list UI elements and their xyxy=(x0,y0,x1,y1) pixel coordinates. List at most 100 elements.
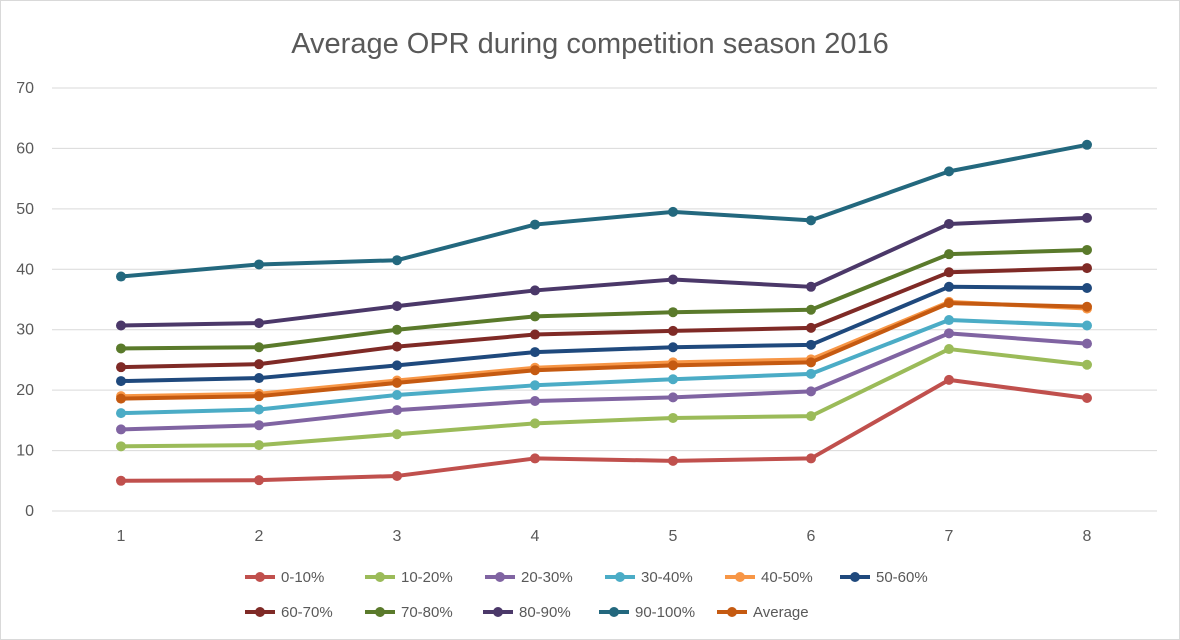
x-tick-label: 4 xyxy=(531,528,540,545)
data-point xyxy=(530,219,540,230)
data-point xyxy=(944,328,954,339)
series-line xyxy=(119,142,1089,279)
legend-swatch-marker xyxy=(609,607,619,617)
data-point xyxy=(806,411,816,422)
legend-swatch-marker xyxy=(850,572,860,582)
y-tick-label: 0 xyxy=(25,503,34,520)
legend-swatch-marker xyxy=(255,572,265,582)
data-point xyxy=(116,424,126,435)
data-point xyxy=(806,339,816,350)
data-point xyxy=(392,470,402,481)
data-point xyxy=(254,359,264,370)
data-point xyxy=(668,307,678,318)
data-point xyxy=(530,453,540,464)
legend-item-Average: Average xyxy=(717,604,809,621)
series-line xyxy=(119,377,1089,483)
x-tick-label: 3 xyxy=(393,528,402,545)
data-point xyxy=(254,318,264,329)
data-point xyxy=(1082,359,1092,370)
series-line xyxy=(119,266,1089,370)
series-90-100% xyxy=(116,139,1092,282)
x-tick-label: 7 xyxy=(945,528,954,545)
data-point xyxy=(806,368,816,379)
data-point xyxy=(944,218,954,229)
data-point xyxy=(944,166,954,177)
x-tick-label: 5 xyxy=(669,528,678,545)
x-axis-ticks: 1 2 3 4 5 6 7 8 xyxy=(117,528,1092,545)
data-point xyxy=(668,274,678,285)
data-point xyxy=(806,357,816,368)
data-point xyxy=(1082,338,1092,349)
legend-item-40-50%: 40-50% xyxy=(725,569,813,586)
legend-swatch-marker xyxy=(615,572,625,582)
data-point xyxy=(530,380,540,391)
data-point xyxy=(668,392,678,403)
series-line xyxy=(119,331,1089,432)
series-0-10% xyxy=(116,374,1092,486)
legend-label: 10-20% xyxy=(401,569,453,586)
data-point xyxy=(530,311,540,322)
data-point xyxy=(254,373,264,384)
series-line xyxy=(119,347,1089,449)
data-point xyxy=(392,377,402,388)
data-point xyxy=(1082,244,1092,255)
legend-item-10-20%: 10-20% xyxy=(365,569,453,586)
series-10-20% xyxy=(116,344,1092,452)
data-point xyxy=(530,365,540,376)
series-Average xyxy=(116,298,1092,404)
legend-label: 0-10% xyxy=(281,569,324,586)
data-point xyxy=(530,418,540,429)
legend-label: 90-100% xyxy=(635,604,695,621)
data-point xyxy=(668,374,678,385)
data-point xyxy=(668,206,678,217)
data-point xyxy=(530,329,540,340)
y-tick-label: 70 xyxy=(16,80,34,97)
legend-item-70-80%: 70-80% xyxy=(365,604,453,621)
data-point xyxy=(1082,320,1092,331)
data-point xyxy=(944,374,954,385)
chart-title: Average OPR during competition season 20… xyxy=(291,28,889,60)
series-70-80% xyxy=(116,244,1092,354)
data-point xyxy=(116,343,126,354)
legend-item-20-30%: 20-30% xyxy=(485,569,573,586)
legend: 0-10% 10-20% 20-30% 30-40% 40-50% 50-60% 60-70… xyxy=(245,569,928,621)
legend-swatch-marker xyxy=(493,607,503,617)
legend-swatch-marker xyxy=(255,607,265,617)
series-80-90% xyxy=(116,212,1092,331)
data-point xyxy=(1082,263,1092,274)
data-point xyxy=(1082,392,1092,403)
series-line xyxy=(119,215,1089,328)
legend-label: 30-40% xyxy=(641,569,693,586)
legend-swatch-marker xyxy=(727,607,737,617)
data-point xyxy=(116,320,126,331)
data-point xyxy=(254,420,264,431)
data-point xyxy=(530,396,540,407)
x-tick-label: 2 xyxy=(255,528,264,545)
data-point xyxy=(254,391,264,402)
series-20-30% xyxy=(116,328,1092,435)
y-tick-label: 30 xyxy=(16,322,34,339)
legend-item-0-10%: 0-10% xyxy=(245,569,324,586)
data-point xyxy=(254,404,264,415)
data-point xyxy=(116,362,126,373)
data-point xyxy=(806,386,816,397)
data-point xyxy=(392,324,402,335)
series-30-40% xyxy=(116,315,1092,419)
data-point xyxy=(116,441,126,452)
series-line xyxy=(119,301,1089,401)
legend-swatch-marker xyxy=(375,607,385,617)
y-tick-label: 20 xyxy=(16,382,34,399)
legend-label: 70-80% xyxy=(401,604,453,621)
series-lines xyxy=(116,139,1092,486)
legend-label: 60-70% xyxy=(281,604,333,621)
y-tick-label: 60 xyxy=(16,140,34,157)
data-point xyxy=(668,342,678,353)
data-point xyxy=(530,347,540,358)
y-tick-label: 10 xyxy=(16,443,34,460)
data-point xyxy=(668,455,678,466)
data-point xyxy=(668,412,678,423)
data-point xyxy=(806,322,816,333)
legend-label: Average xyxy=(753,604,809,621)
series-line xyxy=(119,247,1089,351)
